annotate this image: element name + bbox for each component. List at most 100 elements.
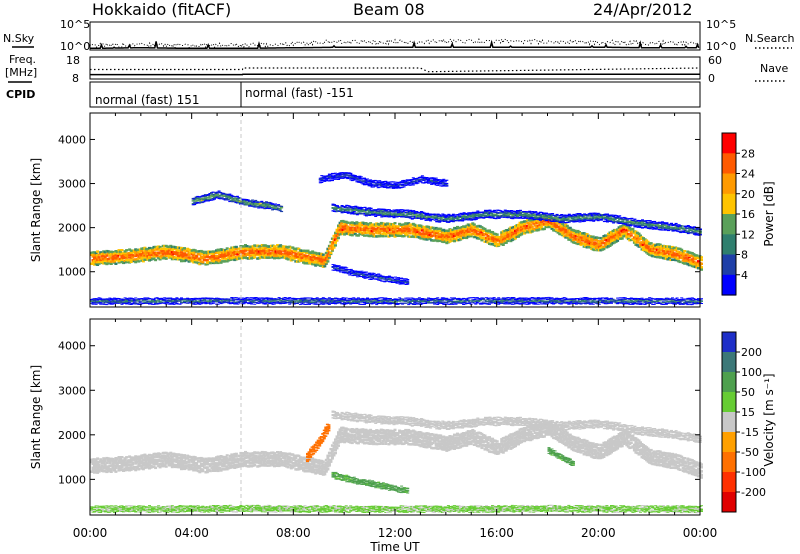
power-cell — [630, 218, 633, 219]
power-cell — [372, 181, 375, 182]
power-cell — [388, 276, 391, 277]
power-cell — [397, 225, 400, 227]
power-cell — [333, 268, 336, 269]
power-cell — [279, 250, 282, 252]
power-cell — [354, 273, 357, 274]
power-cell — [443, 214, 446, 215]
power-cell — [226, 247, 229, 249]
power-cell — [185, 259, 188, 261]
power-cell — [360, 207, 363, 208]
power-cell — [364, 211, 367, 212]
power-cell — [111, 299, 114, 300]
power-cell — [320, 182, 323, 183]
power-cell — [374, 216, 377, 217]
power-cell — [406, 184, 409, 185]
power-cell — [366, 179, 369, 180]
noise-left-tick-low: 10^0 — [60, 40, 90, 53]
power-cell — [349, 173, 352, 174]
power-cell — [592, 221, 595, 222]
power-cell — [653, 221, 656, 222]
power-cell — [274, 204, 277, 205]
power-cell — [111, 304, 114, 305]
power-cell — [480, 239, 483, 241]
power-cell — [409, 232, 412, 234]
power-cell — [334, 173, 337, 174]
power-cell — [396, 283, 399, 284]
power-cell — [391, 277, 394, 278]
power-cell — [635, 225, 638, 226]
freq-panel: Freq. [MHz] 18 8 60 0 Nave — [5, 53, 788, 85]
power-cell — [659, 223, 662, 224]
power-cell — [372, 186, 375, 187]
power-cell — [667, 230, 670, 231]
freq-tick-high: 18 — [66, 54, 80, 67]
power-cell — [596, 237, 599, 239]
power-cell — [128, 302, 131, 303]
power-cell — [403, 186, 406, 187]
power-cell — [362, 277, 365, 278]
power-cell — [360, 182, 363, 183]
power-cell — [403, 180, 406, 181]
power-cell — [359, 272, 362, 273]
power-cell — [96, 250, 99, 252]
power-cell — [280, 211, 283, 212]
power-cell — [179, 301, 182, 302]
power-cell — [163, 297, 166, 298]
power-cell — [365, 272, 368, 273]
freq-label-2: [MHz] — [5, 66, 37, 79]
power-data — [90, 172, 703, 305]
power-cell — [591, 215, 594, 216]
power-cell — [329, 252, 332, 254]
power-cell — [338, 265, 341, 266]
power-cell — [621, 237, 624, 239]
power-cell — [351, 234, 354, 236]
power-cell — [540, 219, 543, 220]
power-cell — [260, 201, 263, 202]
power-cell — [185, 301, 188, 302]
power-cell — [193, 204, 196, 205]
power-cell — [437, 216, 440, 217]
power-cell — [360, 213, 363, 214]
power-cell — [429, 220, 432, 221]
power-cell — [98, 301, 101, 302]
power-cell — [540, 226, 543, 228]
power-cell — [551, 213, 554, 214]
power-cell — [228, 194, 231, 195]
power-cell — [358, 180, 361, 181]
power-cell — [345, 271, 348, 272]
power-cell — [336, 205, 339, 206]
power-cell — [435, 178, 438, 179]
power-cell — [345, 267, 348, 268]
power-cell — [206, 259, 209, 261]
power-cell — [369, 179, 372, 180]
date-title: 24/Apr/2012 — [593, 0, 693, 19]
power-cell — [565, 216, 568, 217]
power-cell — [545, 218, 548, 219]
power-cell — [198, 198, 201, 199]
power-cell — [406, 210, 409, 211]
power-cell — [370, 276, 373, 277]
power-cell — [175, 297, 178, 298]
power-cell — [631, 228, 634, 230]
power-cell — [580, 219, 583, 220]
power-cell — [445, 185, 448, 186]
power-cell — [394, 277, 397, 278]
power-cell — [633, 219, 636, 220]
freq-lines — [90, 68, 700, 75]
power-cell — [371, 274, 374, 275]
power-cell — [601, 240, 604, 242]
power-cell — [495, 218, 498, 219]
power-cell — [107, 299, 110, 300]
power-cell — [268, 206, 271, 207]
power-cell — [602, 248, 605, 250]
power-cell — [531, 225, 534, 227]
power-cell — [171, 303, 174, 304]
power-cell — [284, 250, 287, 252]
power-cell — [496, 215, 499, 216]
power-cell — [406, 279, 409, 280]
power-cell — [383, 278, 386, 279]
power-cell — [493, 210, 496, 211]
power-cell — [389, 210, 392, 211]
cpid-mode-1: normal (fast) 151 — [95, 93, 199, 107]
